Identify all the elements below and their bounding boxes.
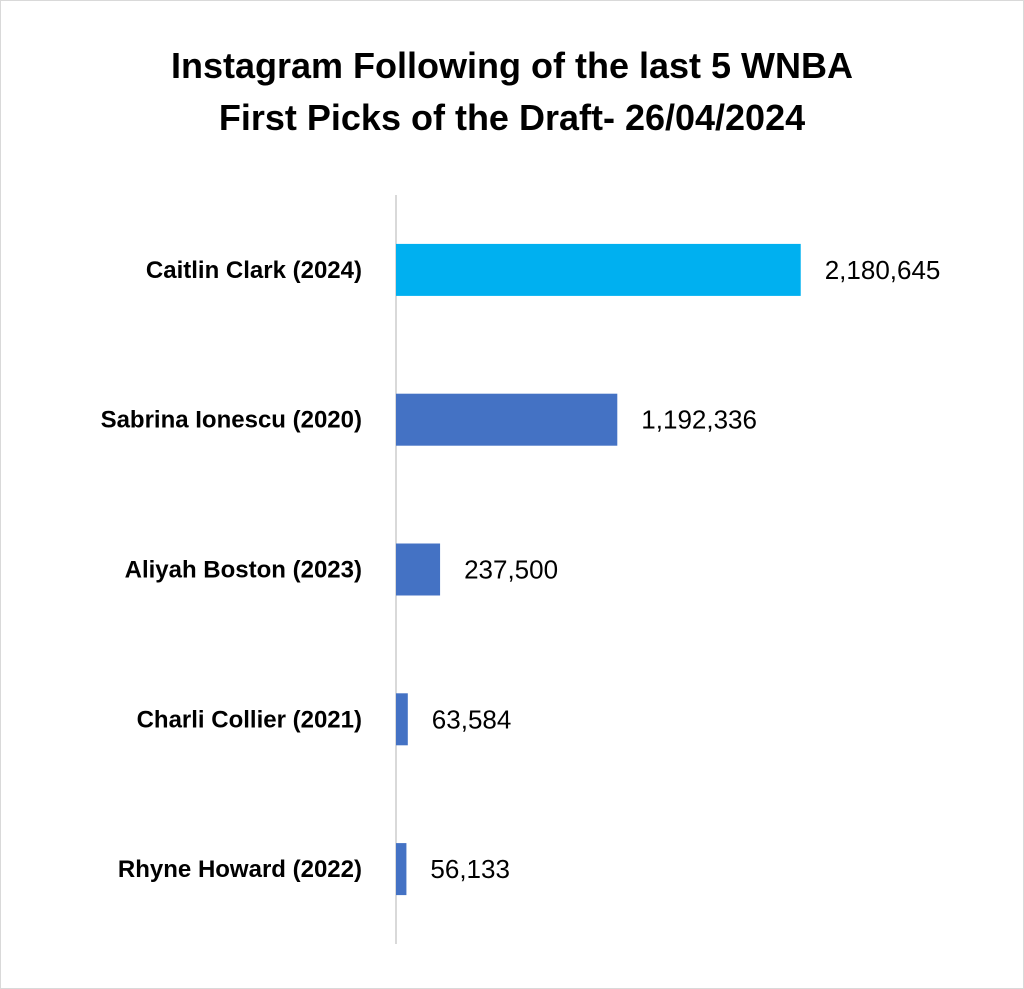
bar-2 (396, 393, 618, 446)
bar-3 (396, 543, 441, 596)
bar-4 (396, 693, 408, 746)
category-label-2: Sabrina Ionescu (2020) (101, 407, 362, 434)
bars-layer: Caitlin Clark (2024) 2,180,645 Sabrina Ion… (101, 243, 941, 896)
category-label-3: Aliyah Boston (2023) (125, 557, 362, 584)
value-label-2: 1,192,336 (641, 405, 757, 435)
chart-title: Instagram Following of the last 5 WNBA F… (0, 40, 1024, 144)
category-label-5: Rhyne Howard (2022) (118, 856, 362, 883)
category-label-1: Caitlin Clark (2024) (146, 257, 362, 284)
chart-title-line-2: First Picks of the Draft- 26/04/2024 (218, 97, 806, 138)
category-label-4: Charli Collier (2021) (137, 706, 362, 733)
value-label-4: 63,584 (432, 704, 512, 734)
value-label-5: 56,133 (430, 854, 510, 884)
bar-1 (396, 243, 801, 296)
value-label-1: 2,180,645 (825, 255, 941, 285)
value-label-3: 237,500 (464, 555, 558, 585)
chart-title-line-1: Instagram Following of the last 5 WNBA (170, 45, 854, 86)
bar-5 (396, 843, 407, 896)
